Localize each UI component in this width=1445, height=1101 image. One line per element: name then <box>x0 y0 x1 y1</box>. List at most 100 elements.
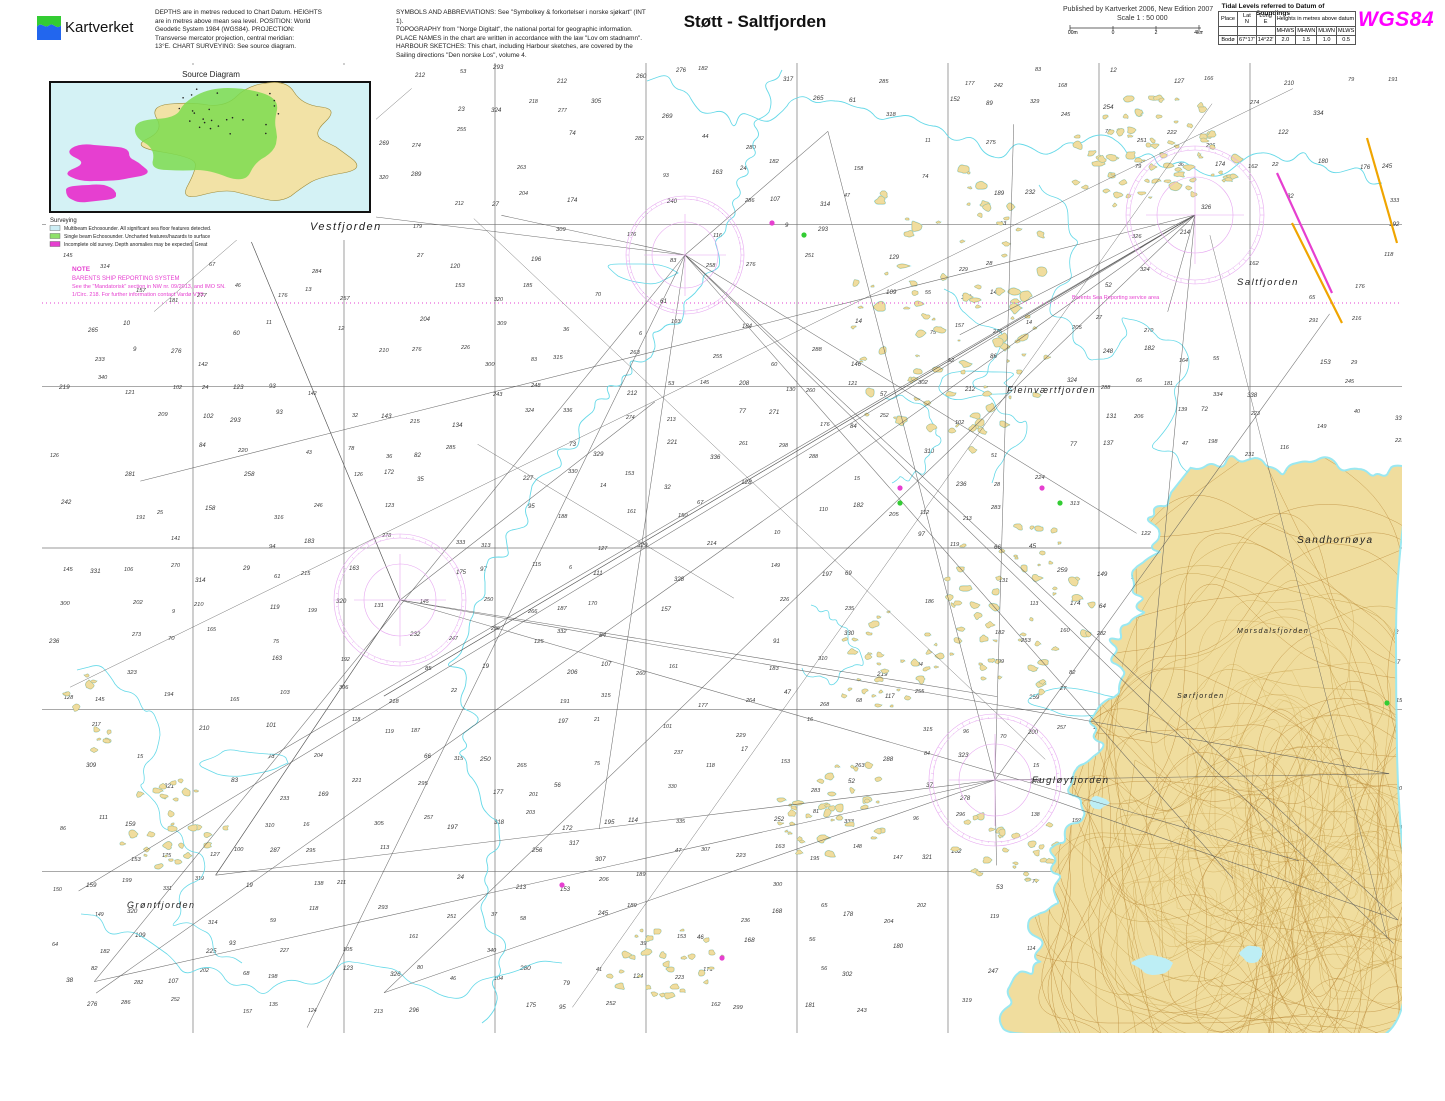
svg-text:22: 22 <box>1271 162 1279 168</box>
svg-text:147: 147 <box>893 855 903 861</box>
svg-text:14: 14 <box>600 483 606 489</box>
svg-text:NOTE: NOTE <box>72 266 91 273</box>
svg-text:138: 138 <box>1031 812 1040 818</box>
svg-text:64: 64 <box>52 942 58 948</box>
svg-text:117: 117 <box>885 694 895 700</box>
svg-text:255: 255 <box>712 354 723 360</box>
svg-text:269: 269 <box>661 113 673 120</box>
svg-text:175: 175 <box>526 1003 537 1009</box>
svg-text:113: 113 <box>1030 601 1038 607</box>
svg-text:168: 168 <box>1058 83 1068 89</box>
svg-text:60: 60 <box>771 362 778 368</box>
svg-text:245: 245 <box>1381 163 1393 170</box>
svg-text:122: 122 <box>1141 531 1151 537</box>
svg-text:180: 180 <box>893 944 904 950</box>
svg-text:55: 55 <box>1213 356 1220 362</box>
svg-text:114: 114 <box>628 817 639 824</box>
svg-text:123: 123 <box>343 966 354 972</box>
svg-text:265: 265 <box>812 95 824 102</box>
svg-text:79: 79 <box>1135 164 1142 170</box>
svg-text:315: 315 <box>923 727 933 733</box>
svg-text:285: 285 <box>878 79 889 85</box>
svg-text:79: 79 <box>1348 77 1354 83</box>
svg-text:187: 187 <box>557 606 568 612</box>
svg-text:118: 118 <box>352 717 360 723</box>
svg-text:53: 53 <box>996 884 1004 891</box>
svg-text:214: 214 <box>1179 230 1191 236</box>
svg-text:153: 153 <box>131 857 141 863</box>
svg-text:60: 60 <box>233 330 240 337</box>
svg-text:68: 68 <box>243 971 250 977</box>
svg-text:153: 153 <box>677 934 686 940</box>
svg-text:260: 260 <box>635 73 647 80</box>
svg-text:307: 307 <box>701 847 711 853</box>
svg-text:96: 96 <box>963 729 969 735</box>
svg-text:14: 14 <box>1026 320 1032 326</box>
svg-text:13: 13 <box>305 287 312 293</box>
svg-text:236: 236 <box>740 918 750 924</box>
svg-text:157: 157 <box>661 607 672 613</box>
svg-text:334: 334 <box>1213 392 1223 398</box>
svg-text:324: 324 <box>1067 378 1078 384</box>
svg-text:235: 235 <box>844 606 855 612</box>
svg-text:280: 280 <box>519 965 531 972</box>
svg-text:221: 221 <box>351 778 362 784</box>
svg-text:202: 202 <box>199 968 209 974</box>
svg-text:153: 153 <box>455 283 465 289</box>
svg-text:236: 236 <box>48 638 60 645</box>
svg-text:2: 2 <box>1155 30 1158 34</box>
svg-text:Vestfjorden: Vestfjorden <box>310 221 382 233</box>
svg-text:231: 231 <box>1244 452 1254 458</box>
svg-text:274: 274 <box>1249 100 1259 106</box>
svg-text:Barents Sea Reporting service: Barents Sea Reporting service area <box>1072 295 1160 301</box>
svg-text:204: 204 <box>883 919 894 925</box>
svg-text:77: 77 <box>739 408 747 415</box>
svg-text:153: 153 <box>1320 359 1331 366</box>
svg-text:300: 300 <box>60 601 71 607</box>
svg-text:Saltfjorden: Saltfjorden <box>1237 277 1299 288</box>
svg-text:259: 259 <box>1028 694 1040 701</box>
svg-text:82: 82 <box>414 452 421 459</box>
svg-text:149: 149 <box>1317 424 1327 430</box>
svg-text:145: 145 <box>700 380 710 386</box>
svg-text:19: 19 <box>482 663 490 670</box>
svg-text:153: 153 <box>625 471 635 477</box>
svg-text:120: 120 <box>450 263 461 270</box>
svg-text:278: 278 <box>381 533 392 539</box>
svg-text:226: 226 <box>460 345 470 351</box>
svg-text:82: 82 <box>91 966 98 972</box>
svg-text:157: 157 <box>955 323 965 329</box>
svg-text:84: 84 <box>924 751 930 757</box>
svg-text:296: 296 <box>408 1008 420 1014</box>
svg-text:251: 251 <box>804 253 814 259</box>
svg-text:95: 95 <box>528 504 535 510</box>
svg-text:52: 52 <box>848 778 855 785</box>
svg-text:212: 212 <box>556 79 568 85</box>
svg-text:197: 197 <box>447 824 458 831</box>
svg-text:161: 161 <box>669 664 678 670</box>
svg-text:186: 186 <box>925 599 934 605</box>
svg-text:204: 204 <box>518 191 528 197</box>
svg-text:204: 204 <box>419 317 431 323</box>
svg-text:263: 263 <box>516 165 526 171</box>
svg-text:116: 116 <box>1280 445 1290 451</box>
svg-text:BARENTS SHIP REPORTING SYSTEM: BARENTS SHIP REPORTING SYSTEM <box>72 276 179 282</box>
svg-text:275: 275 <box>985 140 997 146</box>
svg-text:340: 340 <box>487 948 497 954</box>
svg-text:158: 158 <box>854 166 864 172</box>
svg-text:95: 95 <box>559 1004 566 1011</box>
svg-text:212: 212 <box>964 386 976 393</box>
svg-text:210: 210 <box>1283 81 1295 87</box>
svg-text:127: 127 <box>1174 78 1185 85</box>
svg-text:317: 317 <box>783 76 794 83</box>
svg-text:53: 53 <box>668 381 675 387</box>
svg-text:80: 80 <box>417 965 423 971</box>
svg-text:288: 288 <box>882 756 894 763</box>
svg-text:223: 223 <box>674 975 684 981</box>
svg-text:145: 145 <box>63 253 73 259</box>
svg-text:195: 195 <box>604 819 615 826</box>
svg-text:83: 83 <box>1035 67 1042 73</box>
svg-text:210: 210 <box>198 725 210 732</box>
svg-text:43: 43 <box>306 450 312 456</box>
svg-text:14: 14 <box>855 318 863 325</box>
